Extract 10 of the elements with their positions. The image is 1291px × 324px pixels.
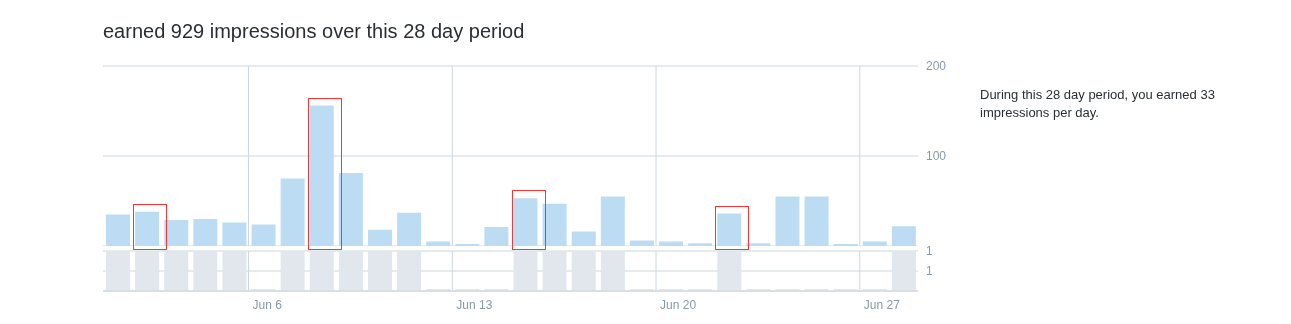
text: During this 28 day period, you earned 33 impressions per day. bbox=[980, 86, 1216, 122]
y-tick-label: 200 bbox=[926, 59, 947, 74]
y-tick-label: 1 bbox=[926, 264, 933, 279]
x-tick-label: Jun 27 bbox=[863, 298, 901, 312]
chart-title: earned 929 impressions over this 28 day period bbox=[103, 20, 525, 43]
x-tick-label: Jun 20 bbox=[660, 298, 697, 312]
y-tick-label: 1 bbox=[926, 244, 933, 259]
x-tick-label: Jun 6 bbox=[252, 298, 283, 312]
y-tick-label: 100 bbox=[926, 149, 947, 164]
x-tick-label: Jun 13 bbox=[456, 298, 493, 312]
